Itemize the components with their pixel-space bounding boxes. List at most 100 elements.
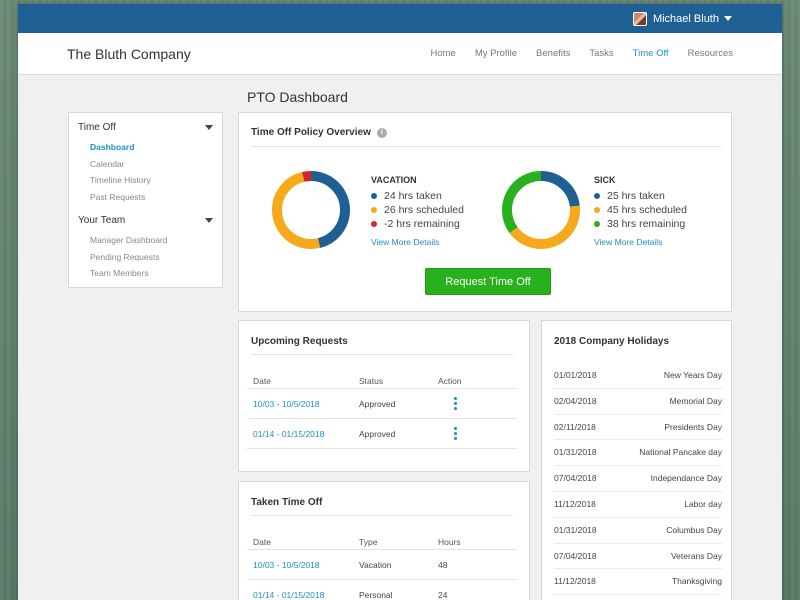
vacation-legend-text: -2 hrs remaining <box>384 218 460 230</box>
holiday-date: 11/12/2018 <box>554 498 596 509</box>
vacation-view-more-link[interactable]: View More Details <box>371 237 440 247</box>
upcoming-title: Upcoming Requests <box>251 336 348 347</box>
kebab-dot <box>453 427 457 430</box>
hours-cell: 24 <box>438 589 448 600</box>
vacation-legend-text: 24 hrs taken <box>384 190 442 202</box>
brand-logo[interactable]: The Bluth Company <box>67 45 191 62</box>
date-link[interactable]: 10/03 - 10/5/2018 <box>253 398 320 409</box>
more-actions-icon[interactable] <box>450 397 460 410</box>
holiday-date: 01/31/2018 <box>554 447 597 458</box>
holiday-row: 02/11/2018 Presidents Day <box>554 415 722 441</box>
type-cell: Personal <box>359 589 393 600</box>
column-header: Date <box>253 536 271 547</box>
user-name: Michael Bluth <box>652 12 719 25</box>
date-link[interactable]: 01/14 - 01/15/2018 <box>253 428 325 439</box>
upcoming-requests-panel: Upcoming Requests Date Status Action 10/03 … <box>238 320 530 472</box>
company-holidays-panel: 2018 Company Holidays 01/01/2018 New Year… <box>541 320 732 600</box>
sidebar-item-calendar[interactable]: Calendar <box>90 158 125 169</box>
sidebar-section-header[interactable]: Time Off <box>78 122 213 133</box>
status-cell: Approved <box>359 398 396 409</box>
legend-dot-icon <box>371 193 377 199</box>
sick-legend-item: 25 hrs taken <box>594 189 687 203</box>
date-link[interactable]: 01/14 - 01/15/2018 <box>253 589 325 600</box>
kebab-dot <box>453 402 457 405</box>
table-row: 01/14 - 01/15/2018 Approved <box>247 419 517 449</box>
vacation-donut <box>272 171 350 249</box>
holidays-title: 2018 Company Holidays <box>554 336 670 347</box>
holiday-date: 02/11/2018 <box>554 421 596 432</box>
holiday-name: Memorial Day <box>669 395 722 406</box>
divider <box>251 354 513 355</box>
holiday-date: 01/31/2018 <box>554 524 597 535</box>
sidebar-item-past-requests[interactable]: Past Requests <box>90 191 146 202</box>
legend-dot-icon <box>594 193 600 199</box>
sidebar-item-team-members[interactable]: Team Members <box>90 268 149 278</box>
legend-dot-icon <box>371 207 377 213</box>
holiday-name: Columbus Day <box>666 524 722 535</box>
holiday-row: 01/31/2018 National Pancake day <box>554 440 722 467</box>
more-actions-icon[interactable] <box>450 427 460 440</box>
policy-title: Time Off Policy Overview i <box>251 127 387 138</box>
taken-title: Taken Time Off <box>251 497 323 508</box>
sidebar-item-timeline-history[interactable]: Timeline History <box>90 175 151 185</box>
nav-item-benefits[interactable]: Benefits <box>536 48 571 59</box>
top-bar: Michael Bluth <box>18 4 782 33</box>
vacation-legend-item: 24 hrs taken <box>371 189 464 203</box>
info-icon[interactable]: i <box>376 127 387 138</box>
nav-item-time-off[interactable]: Time Off <box>632 48 669 59</box>
date-link[interactable]: 10/03 - 10/5/2018 <box>253 559 320 570</box>
holiday-name: Thanksgiving <box>671 576 722 587</box>
divider <box>251 146 721 147</box>
user-menu[interactable]: Michael Bluth <box>632 11 732 26</box>
sick-legend-item: 45 hrs scheduled <box>594 203 687 217</box>
kebab-dot <box>453 397 457 400</box>
holiday-row: 11/12/2018 Labor day <box>554 492 722 518</box>
page-title: PTO Dashboard <box>247 89 348 105</box>
sidebar-item-dashboard[interactable]: Dashboard <box>90 142 135 152</box>
table-row: 10/03 - 10/5/2018 Approved <box>247 389 517 419</box>
vacation-legend-text: 26 hrs scheduled <box>384 204 464 216</box>
sick-legend: SICK 25 hrs taken 45 hrs scheduled 38 hrs … <box>594 175 687 247</box>
nav-item-resources[interactable]: Resources <box>687 48 733 59</box>
sidebar-section-header[interactable]: Your Team <box>78 215 213 226</box>
sidebar-item-pending-requests[interactable]: Pending Requests <box>90 251 160 262</box>
holiday-row: 01/31/2018 Columbus Day <box>554 518 722 544</box>
table-row: 10/03 - 10/5/2018 Vacation 48 <box>247 550 517 580</box>
sidebar: Time Off Dashboard Calendar Timeline Histor… <box>68 112 223 288</box>
sidebar-item-manager-dashboard[interactable]: Manager Dashboard <box>90 235 168 245</box>
nav-item-tasks[interactable]: Tasks <box>589 48 614 59</box>
policy-overview-panel: Time Off Policy Overview i VACATION 24 h… <box>238 112 732 312</box>
holiday-date: 11/12/2018 <box>554 576 596 587</box>
column-header: Type <box>359 536 378 547</box>
policy-title-text: Time Off Policy Overview <box>251 127 371 138</box>
app-window: Michael Bluth The Bluth Company Home My P… <box>18 4 782 600</box>
request-time-off-button[interactable]: Request Time Off <box>425 268 551 295</box>
chevron-down-icon[interactable] <box>205 218 213 223</box>
holiday-row: 02/04/2018 Memorial Day <box>554 389 722 415</box>
type-cell: Vacation <box>359 559 392 570</box>
upcoming-table: Date Status Action 10/03 - 10/5/2018 Approve… <box>247 373 517 449</box>
holiday-name: Veterans Day <box>670 550 722 561</box>
sick-title: SICK <box>594 175 616 185</box>
column-header: Action <box>438 375 462 386</box>
kebab-dot <box>453 437 457 440</box>
table-row: 01/14 - 01/15/2018 Personal 24 <box>247 580 517 600</box>
sick-legend-text: 45 hrs scheduled <box>607 204 687 216</box>
holiday-date: 07/04/2018 <box>554 473 597 484</box>
holiday-name: New Years Day <box>663 370 722 380</box>
taken-time-off-panel: Taken Time Off Date Type Hours 10/03 - 10/5… <box>238 481 530 600</box>
donut-segment <box>272 171 350 249</box>
column-header: Date <box>253 375 271 386</box>
nav-item-home[interactable]: Home <box>430 48 456 59</box>
vacation-legend-item: 26 hrs scheduled <box>371 203 464 217</box>
donut-segment <box>502 171 580 249</box>
sick-legend-text: 25 hrs taken <box>607 190 665 202</box>
holiday-row: 07/04/2018 Independance Day <box>554 466 722 492</box>
action-cell <box>438 427 498 440</box>
nav-item-my-profile[interactable]: My Profile <box>474 48 518 59</box>
sidebar-section-label: Your Team <box>78 215 126 226</box>
chevron-down-icon[interactable] <box>205 125 213 130</box>
status-cell: Approved <box>359 428 396 439</box>
sick-view-more-link[interactable]: View More Details <box>594 237 663 247</box>
caret-down-icon <box>724 16 732 21</box>
